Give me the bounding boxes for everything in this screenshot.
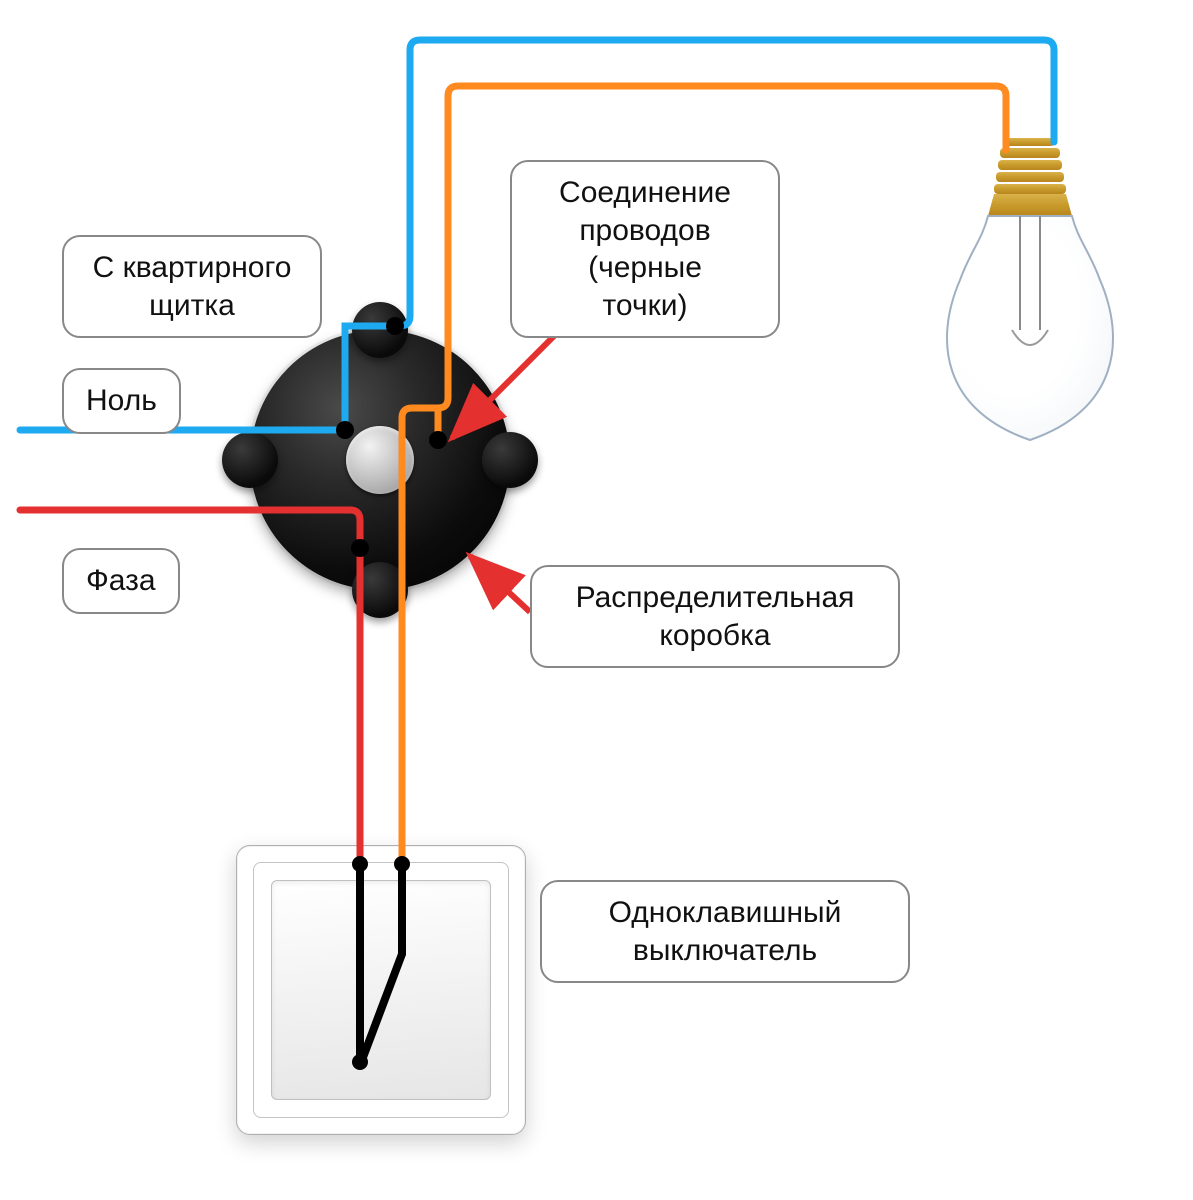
label-distribution-box: Распределительная коробка [530,565,900,668]
label-wire-joints: Соединение проводов (черные точки) [510,160,780,338]
jbox-port-bottom [352,562,408,618]
wall-switch [236,845,526,1135]
label-neutral: Ноль [62,368,181,434]
jbox-port-right [482,432,538,488]
label-single-key-switch: Одноклавишный выключатель [540,880,910,983]
pointer-to-box [470,556,530,612]
wiring-diagram: С квартирного щитка Ноль Фаза Соединение… [0,0,1193,1200]
light-bulb-icon [920,130,1140,460]
jbox-port-top [352,302,408,358]
label-phase: Фаза [62,548,180,614]
label-apartment-panel: С квартирного щитка [62,235,322,338]
junction-box [250,330,510,590]
jbox-port-left [222,432,278,488]
